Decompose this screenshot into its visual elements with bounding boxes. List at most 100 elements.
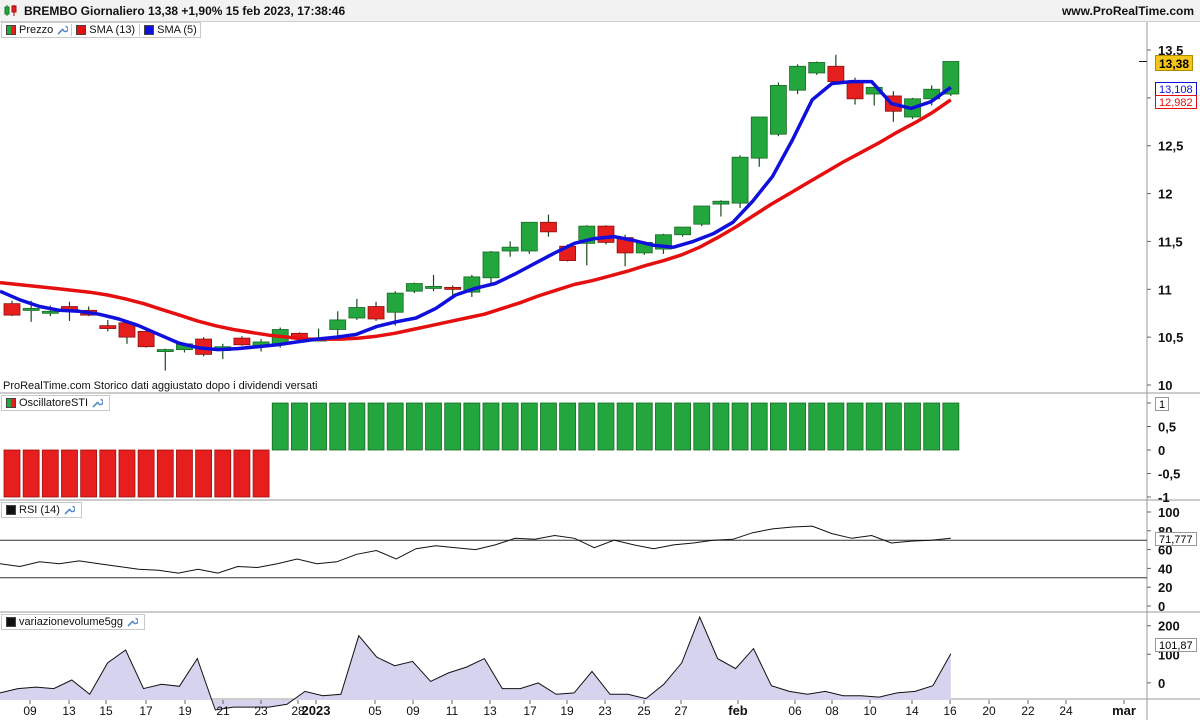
x-tick-label: 21: [216, 704, 230, 718]
y-tick-label: 11: [1158, 282, 1172, 297]
sti-bar: [482, 402, 500, 451]
sti-bar: [118, 449, 136, 498]
y-tick-label: -0,5: [1158, 467, 1180, 482]
y-tick-label: 12,5: [1158, 139, 1183, 154]
sti-legend-label: OscillatoreSTI: [19, 397, 89, 409]
x-tick-label: 23: [254, 704, 268, 718]
candle-body: [827, 65, 845, 82]
candle-body: [808, 62, 826, 74]
sti-value-badge: 1: [1155, 397, 1170, 411]
sti-bar: [405, 402, 423, 451]
y-tick-label: 40: [1158, 561, 1172, 576]
sti-bar: [22, 449, 40, 498]
tick-layer: 13,51312,51211,51110,51010,50-0,5-110080…: [23, 43, 1183, 718]
x-tick-label: feb: [728, 703, 748, 718]
y-tick-label: 20: [1158, 580, 1172, 595]
x-tick-label: 22: [1021, 704, 1035, 718]
x-tick-label: 11: [446, 704, 459, 718]
rsi-legend[interactable]: RSI (14): [1, 502, 82, 518]
grid-layer: [0, 22, 1200, 720]
x-tick-label: 10: [863, 704, 877, 718]
sma13-swatch: [76, 25, 87, 35]
x-tick-label: 05: [368, 704, 382, 718]
sti-bar: [137, 449, 155, 498]
volume-legend[interactable]: variazionevolume5gg: [1, 614, 145, 630]
sti-bar: [731, 402, 749, 451]
sma13-legend-label: SMA (13): [89, 24, 136, 36]
candle-body: [865, 86, 883, 95]
sti-bar: [846, 402, 864, 451]
sti-bar: [195, 449, 213, 498]
sti-bar: [904, 402, 921, 451]
candle-body: [137, 330, 155, 348]
sti-bar: [789, 402, 806, 451]
x-tick-label: 13: [62, 704, 76, 718]
x-tick-label: 15: [99, 704, 113, 718]
x-tick-label: 17: [139, 704, 153, 718]
candle-body: [693, 205, 711, 225]
sti-bar: [348, 402, 366, 451]
candle-body: [750, 116, 768, 159]
volume-value-badge: 101,87: [1155, 638, 1197, 652]
sti-bar: [214, 449, 232, 498]
sti-bar: [501, 402, 519, 451]
sti-bar: [3, 449, 21, 498]
volume-line: [0, 615, 952, 711]
y-tick-label: 0: [1158, 443, 1165, 458]
sti-legend[interactable]: OscillatoreSTI: [1, 395, 111, 411]
sti-bar: [41, 449, 59, 498]
x-tick-label: 09: [406, 704, 420, 718]
sti-bar: [271, 402, 289, 451]
x-tick-label: 25: [637, 704, 651, 718]
candle-body: [367, 306, 385, 320]
candle-body: [348, 307, 366, 319]
y-tick-label: 11,5: [1158, 234, 1183, 249]
x-tick-label: 06: [788, 704, 802, 718]
candle-body: [425, 286, 442, 289]
sti-bar: [99, 449, 117, 498]
y-tick-label: 60: [1158, 543, 1172, 558]
wrench-icon[interactable]: [91, 397, 104, 409]
x-tick-label: 23: [598, 704, 612, 718]
wrench-icon[interactable]: [126, 616, 138, 628]
candle-body: [386, 292, 404, 313]
rsi-value-badge: 71,777: [1155, 532, 1197, 546]
rsi-line: [0, 525, 951, 574]
sti-bar: [693, 402, 711, 451]
candle-body: [444, 286, 462, 290]
wrench-icon[interactable]: [56, 24, 69, 36]
y-tick-label: 0: [1158, 676, 1165, 691]
candle-body: [770, 85, 787, 135]
sti-bar: [520, 402, 538, 451]
site-link[interactable]: www.ProRealTime.com: [1061, 4, 1194, 18]
sti-bar: [616, 402, 634, 451]
volume-legend-label: variazionevolume5gg: [19, 616, 123, 628]
x-tick-label: 08: [825, 704, 839, 718]
candle-body: [99, 325, 117, 329]
volume-swatch: [6, 617, 16, 627]
last-price-badge: 13,38: [1155, 55, 1194, 71]
y-tick-label: 0,5: [1158, 420, 1176, 435]
wrench-icon[interactable]: [63, 504, 75, 516]
sti-bar: [750, 402, 768, 451]
sma13-value-badge: 12,982: [1155, 95, 1197, 109]
candle-body: [674, 226, 691, 236]
x-tick-label: 28: [291, 704, 305, 718]
data-adjustment-note: ProRealTime.com Storico dati aggiustato …: [3, 380, 318, 392]
sti-bar: [61, 449, 78, 498]
sti-bar: [827, 402, 845, 451]
candle-body: [41, 310, 59, 314]
price-legend[interactable]: Prezzo SMA (13) SMA (5): [1, 22, 201, 38]
legend-divider: [71, 24, 73, 36]
candle-body: [520, 221, 538, 252]
sma5-line: [0, 79, 952, 352]
y-tick-label: 10,5: [1158, 330, 1183, 345]
sma5-legend-label: SMA (5): [157, 24, 197, 36]
candle-body: [233, 337, 251, 346]
rsi-legend-label: RSI (14): [19, 504, 60, 516]
x-tick-label: 16: [943, 704, 957, 718]
sma5-value-badge: 13,108: [1155, 82, 1197, 96]
y-tick-label: 200: [1158, 619, 1180, 634]
sti-bar: [80, 449, 98, 498]
